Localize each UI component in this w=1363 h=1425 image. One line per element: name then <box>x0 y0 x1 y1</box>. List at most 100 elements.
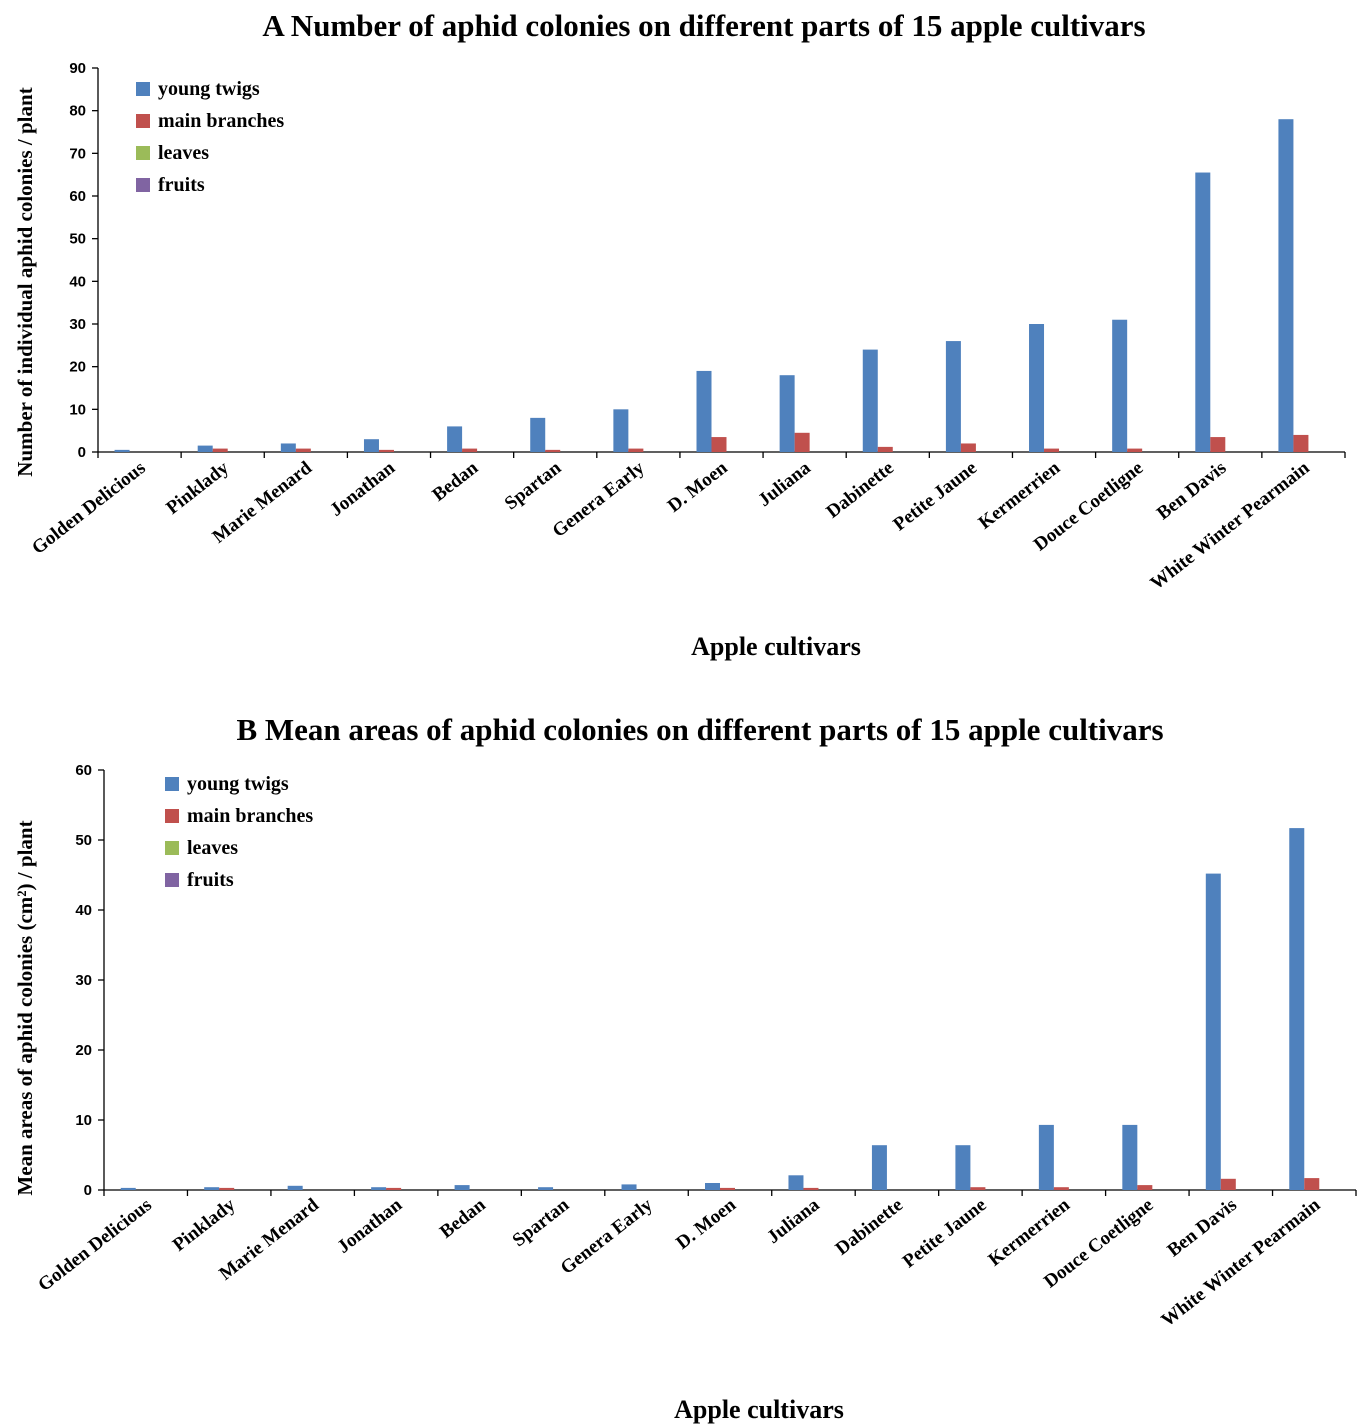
chart-b-bar <box>803 1187 819 1190</box>
chart-a-bar <box>197 445 213 452</box>
chart-a-legend-label: leaves <box>158 142 209 164</box>
chart-a-category-label: Ben Davis <box>1153 457 1230 524</box>
chart-b-legend-label: fruits <box>187 869 234 891</box>
chart-a-bar <box>862 349 878 452</box>
chart-a-legend-swatch <box>136 146 150 160</box>
chart-b-category-label: Bedan <box>436 1194 490 1243</box>
chart-b-bar <box>705 1183 720 1190</box>
chart-a-bar <box>945 341 961 452</box>
chart-b-bar <box>1038 1124 1054 1190</box>
chart-a-category-label: Dabinette <box>823 457 898 522</box>
chart-a-category-label: Bedan <box>428 457 482 506</box>
chart-b: B Mean areas of aphid colonies on differ… <box>13 712 1357 1424</box>
chart-a-bar <box>1112 319 1128 452</box>
chart-a-bar <box>530 417 546 452</box>
chart-b-category-label: D. Moen <box>672 1194 740 1254</box>
chart-a-legend-label: young twigs <box>158 78 260 100</box>
chart-b-bar <box>788 1175 804 1190</box>
chart-a-title: A Number of aphid colonies on different … <box>262 8 1145 43</box>
chart-b-y-tick-label: 0 <box>84 1182 92 1199</box>
chart-b-bar <box>1137 1185 1153 1190</box>
chart-a-category-label: Golden Delicious <box>28 457 149 558</box>
chart-b-category-label: White Winter Pearmain <box>1158 1194 1325 1331</box>
chart-b-bar <box>1220 1178 1236 1190</box>
chart-b-bars <box>120 828 1320 1190</box>
chart-a-bar <box>1278 119 1294 452</box>
chart-a-y-tick-label: 0 <box>78 444 86 461</box>
chart-a-category-label: Spartan <box>501 457 566 514</box>
chart-b-bar <box>871 1145 887 1190</box>
chart-a-y-tick-label: 50 <box>69 231 86 248</box>
chart-b-bar <box>1304 1178 1320 1190</box>
chart-a-bar <box>378 449 394 452</box>
chart-b-bar <box>287 1185 303 1190</box>
chart-b-x-axis-label: Apple cultivars <box>674 1395 844 1424</box>
chart-a-bar <box>794 432 810 452</box>
chart-a-category-label: Petite Jaune <box>889 457 981 535</box>
chart-a: A Number of aphid colonies on different … <box>13 8 1346 661</box>
chart-b-bar <box>1122 1124 1138 1190</box>
chart-a-bar <box>1293 434 1309 452</box>
chart-a-bar <box>462 448 478 452</box>
chart-a-y-tick-label: 10 <box>69 401 86 418</box>
chart-a-bar <box>1127 448 1143 452</box>
chart-b-y-axis-label: Mean areas of aphid colonies (cm²) / pla… <box>13 820 37 1195</box>
chart-a-legend-label: main branches <box>158 110 284 132</box>
chart-b-category-label: Juliana <box>763 1194 824 1248</box>
chart-a-y-tick-label: 20 <box>69 359 86 376</box>
chart-a-legend-swatch <box>136 114 150 128</box>
chart-b-legend-swatch <box>165 873 179 887</box>
chart-a-bar <box>711 437 727 452</box>
chart-b-bar <box>1205 873 1221 1190</box>
chart-b-legend-swatch <box>165 841 179 855</box>
chart-b-legend: young twigs main branches leaves fruits <box>165 773 313 891</box>
chart-a-bar <box>1210 437 1226 452</box>
chart-b-bar <box>120 1187 136 1190</box>
chart-a-x-axis-label: Apple cultivars <box>691 632 861 661</box>
chart-a-y-tick-label: 30 <box>69 316 86 333</box>
chart-a-category-label: D. Moen <box>664 457 732 517</box>
chart-b-bar <box>371 1187 387 1190</box>
chart-b-y-tick-label: 50 <box>75 832 92 849</box>
chart-a-bar <box>114 449 130 452</box>
chart-a-bar <box>1044 448 1060 452</box>
chart-b-legend-label: main branches <box>187 805 313 827</box>
chart-b-y-tick-label: 30 <box>75 972 92 989</box>
chart-a-bar <box>960 443 976 452</box>
chart-a-legend: young twigs main branches leaves fruits <box>136 78 284 196</box>
chart-b-category-label: Spartan <box>509 1194 574 1251</box>
chart-b-bar <box>955 1145 971 1190</box>
chart-a-category-label: Pinklady <box>162 457 233 519</box>
chart-a-bar <box>613 409 629 452</box>
chart-b-category-label: Golden Delicious <box>34 1194 155 1295</box>
chart-a-bar <box>212 448 228 452</box>
chart-b-y-tick-label: 10 <box>75 1112 92 1129</box>
chart-b-y-tick-label: 60 <box>75 762 92 779</box>
chart-a-legend-swatch <box>136 178 150 192</box>
chart-b-bar <box>219 1187 235 1190</box>
chart-a-y-tick-label: 70 <box>69 145 86 162</box>
chart-a-bar <box>696 370 712 452</box>
chart-b-bar <box>970 1187 986 1190</box>
chart-a-y-tick-label: 80 <box>69 103 86 120</box>
chart-b-legend-swatch <box>165 777 179 791</box>
chart-a-y-tick-label: 60 <box>69 188 86 205</box>
chart-a-y-axis-label: Number of individual aphid colonies / pl… <box>13 87 37 476</box>
chart-a-y-tick-label: 40 <box>69 273 86 290</box>
chart-b-legend-swatch <box>165 809 179 823</box>
chart-b-category-label: Jonathan <box>333 1194 406 1258</box>
chart-b-category-label: Dabinette <box>832 1194 907 1259</box>
chart-a-bar <box>628 448 644 452</box>
chart-a-legend-swatch <box>136 82 150 96</box>
chart-a-legend-label: fruits <box>158 174 205 196</box>
chart-b-legend-label: young twigs <box>187 773 289 795</box>
chart-b-category-label: Ben Davis <box>1163 1194 1240 1261</box>
chart-a-bar <box>1029 324 1045 452</box>
chart-a-category-label: White Winter Pearmain <box>1147 457 1314 594</box>
chart-b-category-label: Pinklady <box>169 1194 240 1256</box>
chart-b-bar <box>1289 828 1305 1190</box>
chart-b-axes: 0 10 20 30 40 50 60 <box>75 762 1357 1199</box>
chart-b-y-tick-label: 40 <box>75 902 92 919</box>
